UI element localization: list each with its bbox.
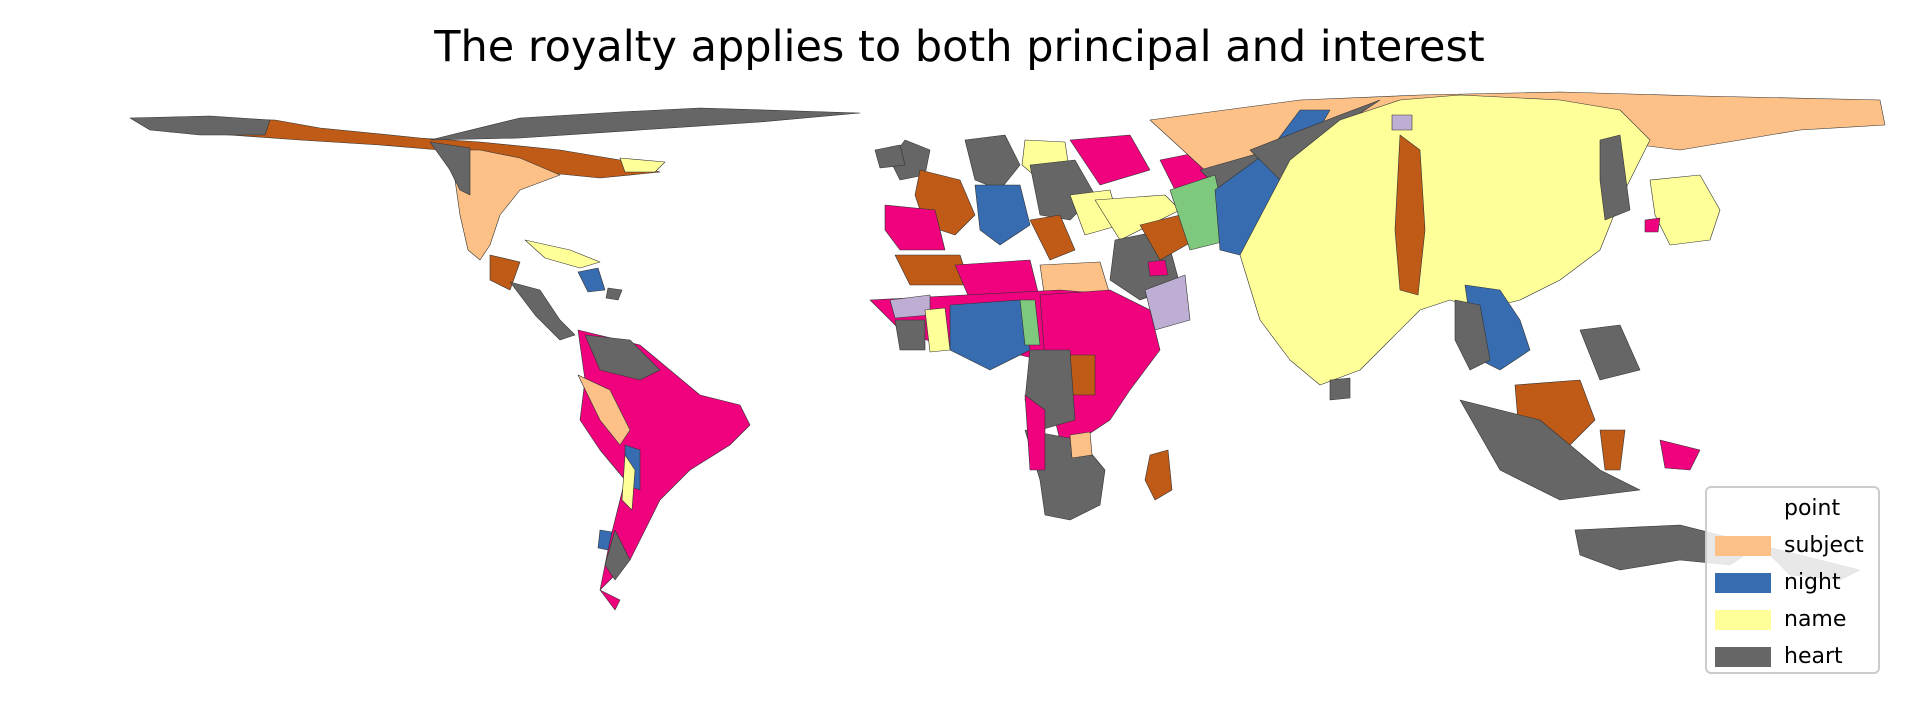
region-ethiopia-b [1069,354,1096,396]
region-argentina-g [604,529,631,581]
region-ukraine [1069,134,1151,186]
legend-item-heart: heart [1707,640,1882,676]
region-w-g [894,319,926,351]
legend-label: heart [1784,644,1843,669]
region-germany [974,184,1031,246]
region-us-grey [429,141,471,196]
region-philippines [1579,324,1641,381]
region-colombia [584,334,661,381]
legend-label: subject [1784,533,1864,558]
legend-item-subject: subject [1707,529,1882,565]
region-indochina-g [1454,299,1491,371]
legend-label: point [1784,496,1841,521]
map-title: The royalty applies to both principal an… [434,22,1485,72]
legend-swatch-name [1715,610,1771,630]
legend: point subject night name heart [1705,486,1880,674]
region-caribbean-y [524,239,601,269]
region-caribbean-g [605,287,623,301]
region-italy [1029,214,1076,261]
region-srilanka [1329,377,1351,401]
legend-item-night: night [1707,566,1882,602]
region-japan [1649,174,1721,246]
region-papua [1659,439,1701,471]
region-alaska [129,115,271,136]
region-tanz-y [1069,431,1093,459]
region-spain [884,204,946,251]
legend-label: night [1784,570,1841,595]
region-iceland [874,144,906,169]
region-brazil [577,329,751,611]
legend-swatch-heart [1715,647,1771,667]
region-bangladesh [1394,134,1426,296]
region-canada-east [619,157,666,173]
legend-item-point: point [1707,492,1882,528]
legend-swatch-subject [1715,536,1771,556]
region-africa-mid [1024,394,1046,471]
region-chile-y [621,454,636,511]
legend-item-name: name [1707,603,1882,639]
region-indonesia-strip [1459,399,1641,501]
region-japan-pink [1644,217,1661,233]
region-w-y [924,307,951,353]
region-gulf [1147,259,1169,277]
region-central-am [509,281,576,341]
legend-label: name [1784,607,1847,632]
region-scand [964,134,1021,191]
region-niger-g [1019,299,1041,346]
legend-swatch-night [1715,573,1771,593]
region-korea [1599,134,1631,221]
region-nepal [1391,114,1413,131]
region-sulawesi [1599,429,1626,471]
region-argentina-b [597,529,613,551]
region-arctic-strip [429,107,861,141]
region-peru [577,374,631,446]
region-madagascar [1144,449,1173,501]
region-mexico [489,254,521,291]
region-nigeria [949,299,1031,371]
legend-swatch-point [1715,499,1771,519]
region-caribbean-b [577,267,606,293]
